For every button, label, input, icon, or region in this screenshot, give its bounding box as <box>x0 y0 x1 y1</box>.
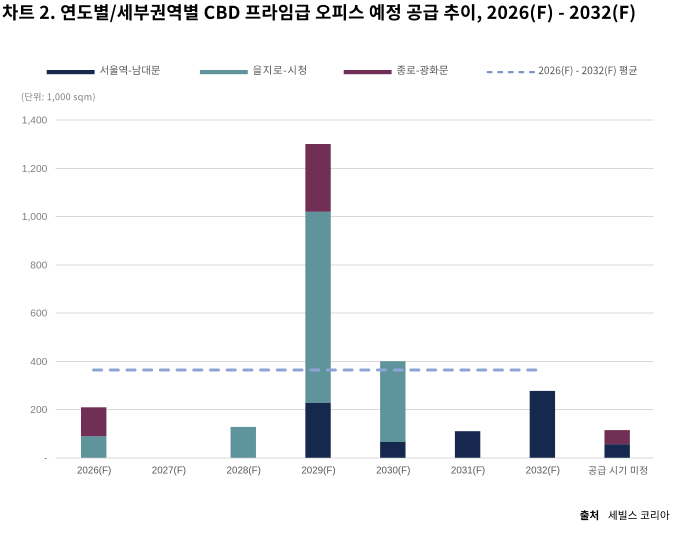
svg-text:1,200: 1,200 <box>22 164 48 175</box>
svg-text:600: 600 <box>30 309 47 320</box>
svg-text:-: - <box>44 453 47 464</box>
svg-text:2031(F): 2031(F) <box>451 466 485 477</box>
svg-text:2032(F): 2032(F) <box>526 466 560 477</box>
svg-text:400: 400 <box>30 357 47 368</box>
svg-text:2026(F): 2026(F) <box>77 466 111 477</box>
svg-text:1,000: 1,000 <box>22 212 48 223</box>
svg-text:2029(F): 2029(F) <box>301 466 335 477</box>
svg-text:200: 200 <box>30 405 47 416</box>
svg-text:2028(F): 2028(F) <box>227 466 261 477</box>
svg-text:2030(F): 2030(F) <box>376 466 410 477</box>
svg-text:1,400: 1,400 <box>22 116 48 127</box>
svg-text:2027(F): 2027(F) <box>152 466 186 477</box>
svg-text:800: 800 <box>30 260 47 271</box>
